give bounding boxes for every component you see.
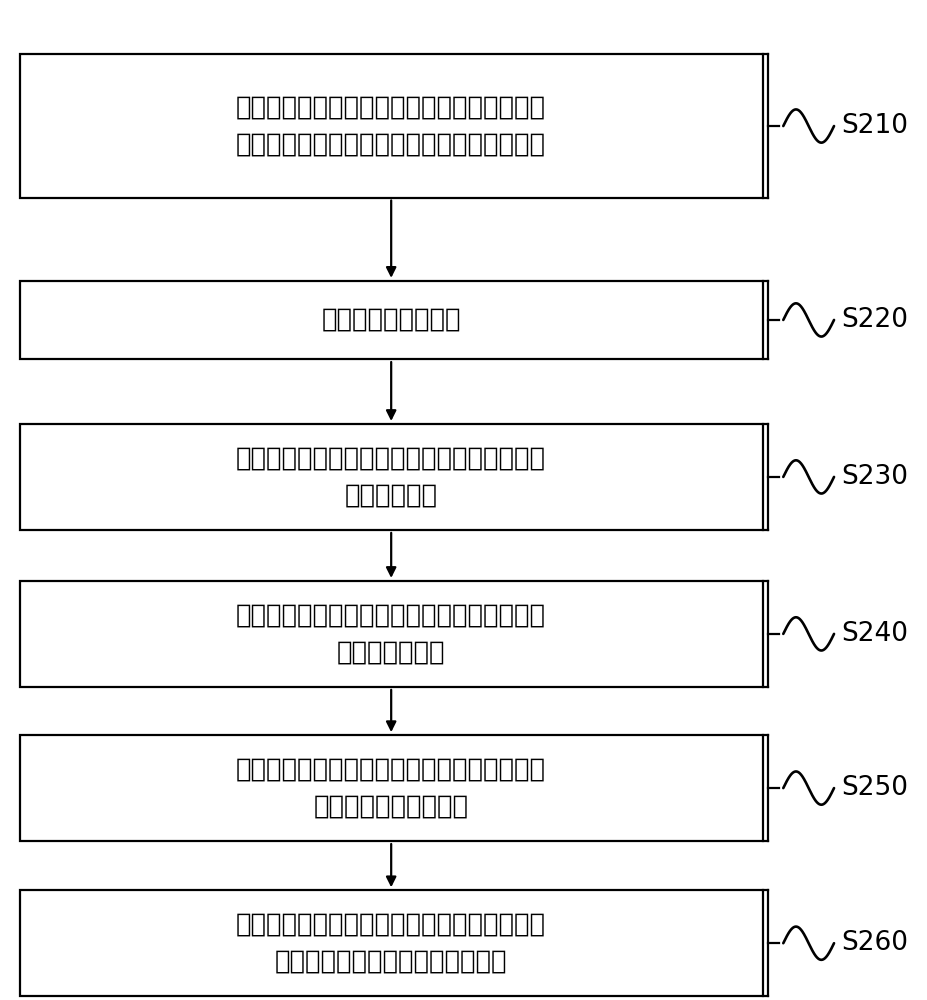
Text: S210: S210 [841,113,908,139]
FancyBboxPatch shape [19,735,762,841]
Text: 向注册储能设备发送调度指令，以使储能设备
根据调度指令的指示完成负荷调度: 向注册储能设备发送调度指令，以使储能设备 根据调度指令的指示完成负荷调度 [236,912,546,975]
FancyBboxPatch shape [19,581,762,687]
Text: S240: S240 [841,621,908,647]
Text: 根据负荷调度需求和调度申请信息确定注册储
能设备对应的调度指令: 根据负荷调度需求和调度申请信息确定注册储 能设备对应的调度指令 [236,757,546,820]
FancyBboxPatch shape [19,281,762,359]
Text: 获取电网的负荷调度需求和注册储能设备发送
的调度申请信息: 获取电网的负荷调度需求和注册储能设备发送 的调度申请信息 [236,602,546,665]
Text: S260: S260 [841,930,908,956]
FancyBboxPatch shape [19,890,762,996]
Text: 若通信申请审核通过，则向注册储能设备反馈
允许通信信息: 若通信申请审核通过，则向注册储能设备反馈 允许通信信息 [236,445,546,508]
Text: S220: S220 [841,307,908,333]
Text: 对通信申请进行审核: 对通信申请进行审核 [321,307,461,333]
Text: S250: S250 [841,775,908,801]
Text: 获取注册储能设备在通电后发起的通信申请，
通信申请携带所对应注册储能设备的身份信息: 获取注册储能设备在通电后发起的通信申请， 通信申请携带所对应注册储能设备的身份信… [236,95,546,158]
FancyBboxPatch shape [19,54,762,198]
Text: S230: S230 [841,464,908,490]
FancyBboxPatch shape [19,424,762,530]
